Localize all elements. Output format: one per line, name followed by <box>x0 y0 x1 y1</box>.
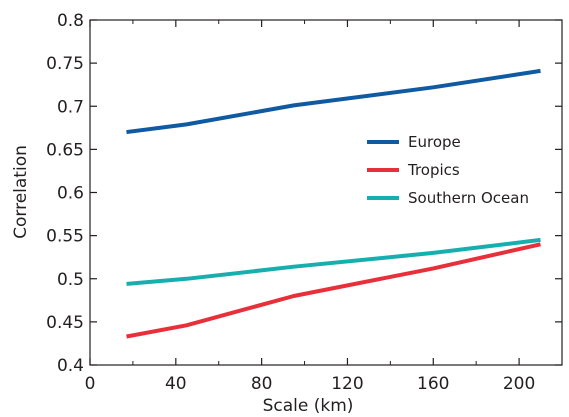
y-tick-label: 0.45 <box>46 313 84 333</box>
legend-label-europe: Europe <box>408 133 461 151</box>
x-tick-label: 120 <box>331 374 363 394</box>
y-tick-label: 0.55 <box>46 227 84 247</box>
y-tick-label: 0.7 <box>57 97 84 117</box>
y-axis-ticks: 0.4 0.45 0.5 0.55 0.6 0.65 0.7 0.75 0.8 <box>46 11 562 376</box>
legend-label-southern-ocean: Southern Ocean <box>408 189 529 207</box>
series-line-tropics <box>126 242 541 339</box>
legend-label-tropics: Tropics <box>407 161 460 179</box>
legend: Europe Tropics Southern Ocean <box>367 133 529 207</box>
y-tick-label: 0.4 <box>57 356 84 376</box>
x-tick-label: 40 <box>165 374 187 394</box>
x-tick-label: 80 <box>251 374 273 394</box>
x-tick-label: 200 <box>503 374 535 394</box>
y-tick-label: 0.65 <box>46 140 84 160</box>
y-axis-label: Correlation <box>11 145 31 239</box>
x-tick-label: 160 <box>417 374 449 394</box>
series-line-europe <box>126 68 541 135</box>
series-layer <box>126 68 541 339</box>
series-line-southern-ocean <box>126 237 541 286</box>
x-axis-label: Scale (km) <box>263 396 354 416</box>
y-tick-label: 0.5 <box>57 270 84 290</box>
x-tick-label: 0 <box>85 374 96 394</box>
y-tick-label: 0.6 <box>57 184 84 204</box>
x-axis-ticks: 0 40 80 120 160 200 <box>85 20 535 394</box>
y-tick-label: 0.75 <box>46 54 84 74</box>
y-tick-label: 0.8 <box>57 11 84 31</box>
